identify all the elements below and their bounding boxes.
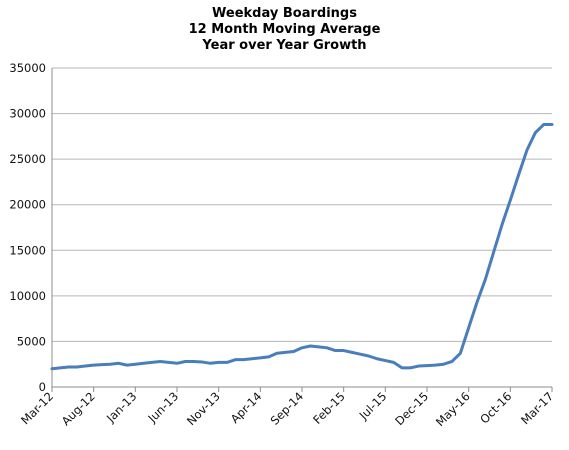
y-tick-label-7: 35000 <box>9 61 46 75</box>
y-tick-label-0: 0 <box>39 380 46 394</box>
y-tick-label-2: 10000 <box>9 289 46 303</box>
chart-title-line-3: Year over Year Growth <box>202 38 367 53</box>
chart-title: Weekday Boardings 12 Month Moving Averag… <box>0 6 569 54</box>
x-tick-label-10: May-16 <box>433 389 473 429</box>
x-tick-label-8: Jul-15 <box>356 389 390 423</box>
y-tick-label-4: 20000 <box>9 198 46 212</box>
y-tick-label-3: 15000 <box>9 243 46 257</box>
x-tick-label-3: Jun-13 <box>145 389 182 426</box>
x-tick-label-4: Nov-13 <box>184 389 223 428</box>
x-tick-label-7: Feb-15 <box>310 389 348 427</box>
series-line-0 <box>50 123 554 371</box>
chart-title-line-1: Weekday Boardings <box>212 6 357 21</box>
x-tick-label-11: Oct-16 <box>477 389 514 426</box>
y-tick-label-1: 5000 <box>17 334 46 348</box>
x-tick-label-12: Mar-17 <box>518 389 556 427</box>
x-tick-label-1: Aug-12 <box>59 389 98 428</box>
x-tick-label-5: Apr-14 <box>228 389 265 426</box>
x-tick-label-9: Dec-15 <box>392 389 431 428</box>
y-tick-label-5: 25000 <box>9 152 46 166</box>
x-tick-label-2: Jan-13 <box>103 389 139 425</box>
y-tick-label-6: 30000 <box>9 107 46 121</box>
chart-title-line-2: 12 Month Moving Average <box>188 22 381 37</box>
x-tick-label-0: Mar-12 <box>18 389 56 427</box>
x-tick-label-6: Sep-14 <box>268 389 307 428</box>
